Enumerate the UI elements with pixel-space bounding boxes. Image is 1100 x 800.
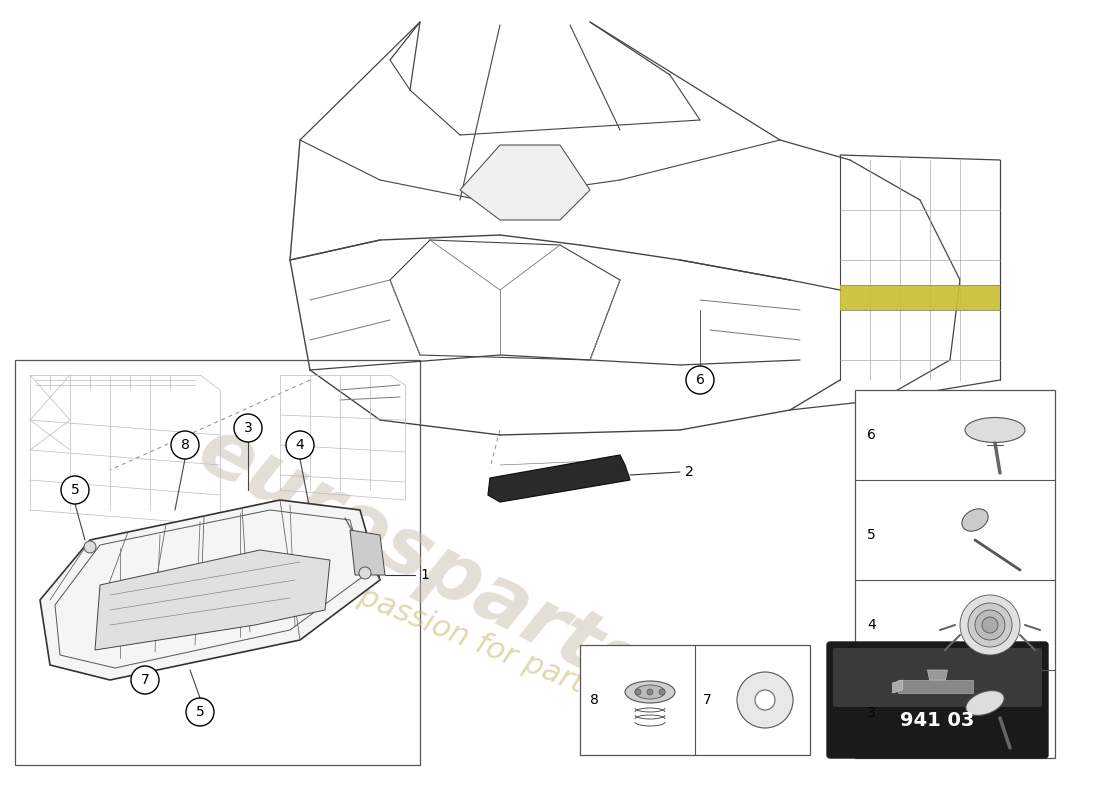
Circle shape bbox=[234, 414, 262, 442]
Circle shape bbox=[968, 603, 1012, 647]
Circle shape bbox=[960, 595, 1020, 655]
Circle shape bbox=[659, 689, 666, 695]
Polygon shape bbox=[95, 550, 330, 650]
FancyBboxPatch shape bbox=[827, 642, 1048, 758]
Text: 3: 3 bbox=[243, 421, 252, 435]
Polygon shape bbox=[898, 680, 972, 693]
Circle shape bbox=[686, 366, 714, 394]
Text: 941 03: 941 03 bbox=[900, 710, 975, 730]
Text: 6: 6 bbox=[867, 428, 876, 442]
Polygon shape bbox=[927, 670, 947, 680]
Ellipse shape bbox=[961, 509, 988, 531]
Circle shape bbox=[755, 690, 775, 710]
Circle shape bbox=[647, 689, 653, 695]
Circle shape bbox=[170, 431, 199, 459]
Text: 5: 5 bbox=[196, 705, 205, 719]
Text: 4: 4 bbox=[867, 618, 876, 632]
Polygon shape bbox=[460, 145, 590, 220]
Bar bbox=[855, 390, 1055, 758]
Bar bbox=[15, 360, 420, 765]
Ellipse shape bbox=[966, 690, 1004, 715]
Ellipse shape bbox=[965, 418, 1025, 442]
Polygon shape bbox=[840, 285, 1000, 310]
Polygon shape bbox=[350, 530, 385, 575]
Text: 8: 8 bbox=[180, 438, 189, 452]
Text: 5: 5 bbox=[70, 483, 79, 497]
Text: 4: 4 bbox=[296, 438, 305, 452]
Circle shape bbox=[975, 610, 1005, 640]
Circle shape bbox=[131, 666, 160, 694]
Circle shape bbox=[635, 689, 641, 695]
Text: 3: 3 bbox=[867, 706, 876, 720]
Circle shape bbox=[286, 431, 313, 459]
Circle shape bbox=[737, 672, 793, 728]
Polygon shape bbox=[40, 500, 380, 680]
Text: 7: 7 bbox=[141, 673, 150, 687]
Bar bbox=[580, 645, 810, 755]
Ellipse shape bbox=[635, 685, 666, 699]
Ellipse shape bbox=[625, 681, 675, 703]
Text: a passion for parts since...: a passion for parts since... bbox=[328, 571, 713, 749]
Text: 5: 5 bbox=[867, 528, 876, 542]
FancyBboxPatch shape bbox=[833, 648, 1042, 707]
Text: 2: 2 bbox=[685, 465, 694, 479]
Polygon shape bbox=[488, 455, 630, 502]
Text: 8: 8 bbox=[590, 693, 598, 707]
Circle shape bbox=[982, 617, 998, 633]
Text: eurosparts: eurosparts bbox=[184, 410, 656, 710]
Circle shape bbox=[186, 698, 214, 726]
Text: 7: 7 bbox=[703, 693, 712, 707]
Circle shape bbox=[60, 476, 89, 504]
Text: 6: 6 bbox=[695, 373, 704, 387]
Polygon shape bbox=[892, 680, 902, 693]
Circle shape bbox=[84, 541, 96, 553]
Circle shape bbox=[359, 567, 371, 579]
Text: 1: 1 bbox=[420, 568, 429, 582]
